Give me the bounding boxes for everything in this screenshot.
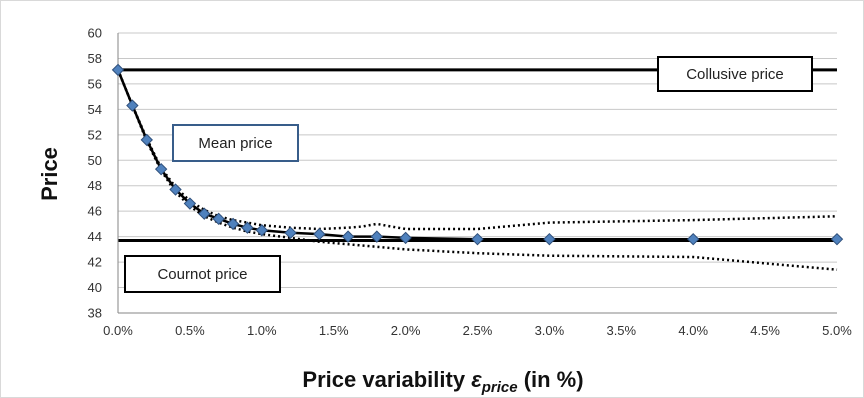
y-tick-label: 52 [88, 127, 102, 142]
mean-price-point [241, 221, 254, 234]
lower-bound-dotted-line [116, 69, 838, 271]
x-tick-label: 5.0% [822, 323, 852, 338]
y-tick-label: 40 [88, 280, 102, 295]
series-layer [111, 63, 844, 271]
x-tick-label: 2.0% [391, 323, 421, 338]
mean-price-callout-text: Mean price [198, 135, 272, 152]
mean-price-point [169, 183, 182, 196]
mean-price-point [543, 232, 556, 246]
mean-price-point [226, 217, 240, 231]
mean-price-point [471, 232, 484, 246]
x-tick-label: 3.5% [606, 323, 636, 338]
x-tick-label: 3.0% [535, 323, 565, 338]
x-tick-label: 4.0% [678, 323, 708, 338]
y-tick-label: 50 [88, 153, 102, 168]
y-tick-label: 48 [88, 178, 102, 193]
mean-price-point [111, 63, 125, 77]
mean-price-point [370, 230, 384, 243]
x-tick-label: 1.0% [247, 323, 277, 338]
mean-price-point [341, 230, 355, 243]
y-tick-label: 44 [88, 229, 102, 244]
y-tick-label: 54 [88, 102, 102, 117]
mean-price-callout [172, 124, 299, 162]
mean-price-point [686, 232, 700, 246]
mean-price-point [284, 226, 297, 240]
mean-price-point [313, 227, 326, 241]
y-tick-label: 38 [88, 306, 102, 321]
y-tick-label: 58 [88, 51, 102, 66]
cournot-price-callout [124, 255, 281, 293]
collusive-price-callout-text: Collusive price [686, 66, 784, 83]
mean-price-point [154, 162, 168, 176]
mean-price-point [126, 99, 139, 112]
y-tick-label: 56 [88, 76, 102, 91]
mean-price-point [399, 231, 412, 245]
x-tick-label: 0.5% [175, 323, 205, 338]
callouts: Collusive price Mean price Cournot price [124, 56, 813, 293]
mean-price-point [140, 133, 153, 147]
mean-price-point [183, 197, 197, 210]
x-axis-title-main: Price variability [302, 367, 471, 392]
x-axis-title-tail: (in %) [518, 367, 584, 392]
mean-price-point [830, 232, 844, 246]
cournot-price-callout-text: Cournot price [157, 266, 247, 283]
x-tick-label: 4.5% [750, 323, 780, 338]
x-axis-title-subscript: price [481, 379, 518, 396]
x-tick-label: 1.5% [319, 323, 349, 338]
axes: 38 40 42 44 46 48 50 52 54 56 58 60 0.0% 0.5% 1.0% 1.5%… [88, 26, 853, 339]
y-tick-label: 46 [88, 204, 102, 219]
x-axis-title: Price variability εprice (in %) [302, 367, 583, 396]
x-tick-label: 0.0% [103, 323, 133, 338]
y-tick-label: 60 [88, 26, 102, 41]
collusive-price-callout [657, 56, 813, 92]
y-tick-label: 42 [88, 255, 102, 270]
mean-price-point [255, 224, 269, 237]
x-axis-title-symbol: ε [471, 367, 482, 392]
mean-price-point [212, 212, 225, 226]
mean-price-point [198, 207, 211, 220]
y-axis-title: Price [37, 147, 62, 201]
x-tick-label: 2.5% [463, 323, 493, 338]
